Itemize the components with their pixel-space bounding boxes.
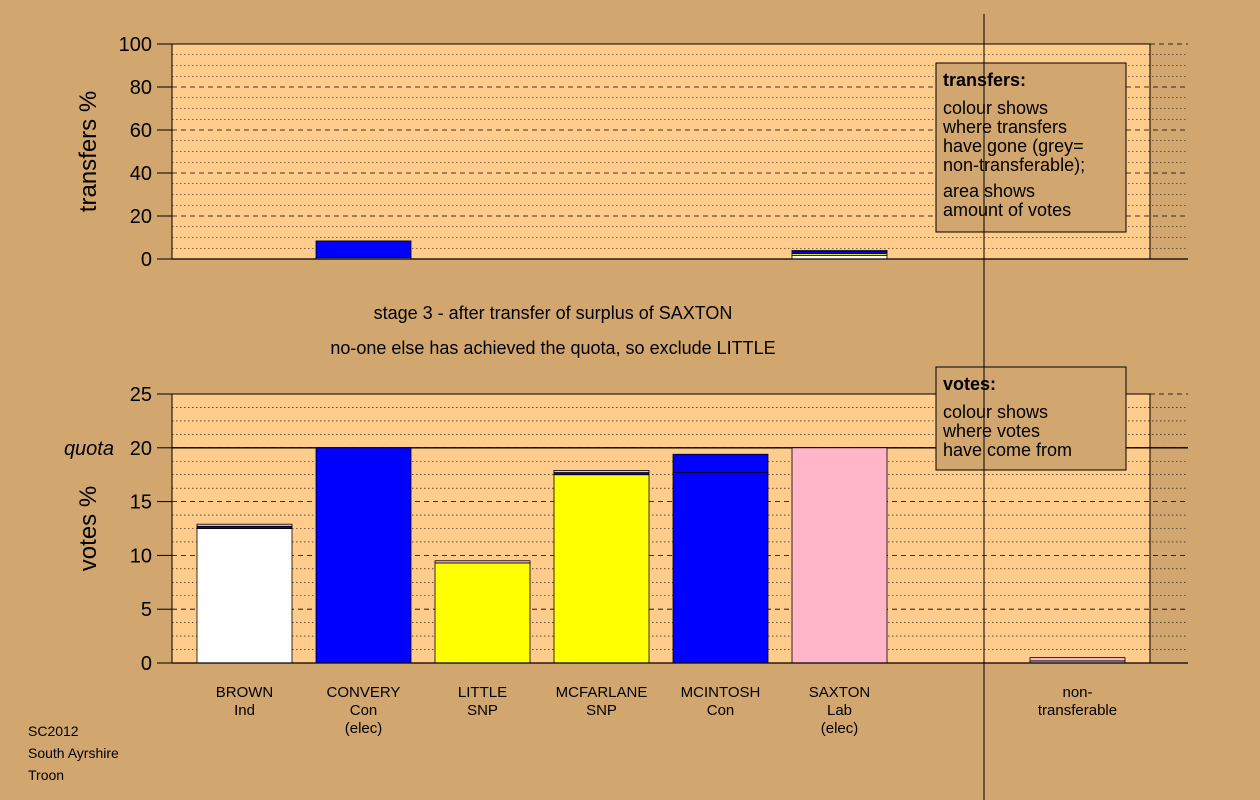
candidate-label-1-line-1: BROWN (216, 684, 274, 701)
votes-chart: 0 5 10 15 20 25 votes % quota votes: colour shows… (64, 366, 1188, 675)
votes-chart-bar-segment (196, 528, 293, 664)
votes-chart-bar-segment (434, 562, 531, 664)
votes-chart-bar-brown (196, 523, 293, 664)
candidate-label-2-line-3: (elec) (345, 720, 383, 737)
votes-chart-legend-line: colour shows (943, 402, 1048, 422)
votes-chart-bar-segment (553, 469, 650, 473)
transfers-chart-legend-line: amount of votes (943, 200, 1071, 220)
candidate-label-4-line-1: MCFARLANE (556, 684, 648, 701)
stage-line-2: no-one else has achieved the quota, so e… (330, 338, 775, 358)
transfers-chart-legend-line: area shows (943, 181, 1035, 201)
transfers-chart-y-tick-label: 40 (130, 163, 152, 185)
transfers-chart-y-axis-label: transfers % (75, 91, 102, 212)
votes-chart-legend-line: have come from (943, 440, 1072, 460)
votes-chart-bar-saxton (791, 447, 888, 664)
votes-chart-y-tick-label: 15 (130, 492, 152, 514)
footer: SC2012 South Ayrshire Troon (28, 720, 119, 786)
votes-chart-legend-box (935, 366, 1127, 471)
votes-chart-y-tick-label: 5 (141, 599, 152, 621)
transfers-chart-y-tick-label: 100 (119, 34, 152, 56)
votes-chart-legend-title: votes: (943, 374, 996, 394)
transfers-chart-bar-segment (791, 249, 888, 252)
candidate-label-7-line-1: non- (1062, 684, 1092, 701)
votes-chart-bar-little (434, 560, 531, 664)
votes-chart-bar-convery (315, 447, 412, 664)
stage-caption: stage 3 - after transfer of surplus of S… (330, 303, 775, 358)
footer-ward: Troon (28, 767, 65, 783)
votes-chart-bar-segment (553, 474, 650, 664)
transfers-chart-legend-line: colour shows (943, 98, 1048, 118)
stage-line-1: stage 3 - after transfer of surplus of S… (374, 303, 733, 323)
candidate-label-2-line-1: CONVERY (327, 684, 401, 701)
votes-chart-y-tick-label: 0 (141, 653, 152, 675)
transfers-chart-legend-line: where transfers (942, 117, 1067, 137)
votes-chart-legend-line: where votes (942, 421, 1040, 441)
transfers-chart-legend-line: have gone (grey= (943, 136, 1084, 156)
candidate-label-5-line-2: Con (707, 702, 735, 719)
votes-chart-bar-non-transferable (1029, 657, 1126, 664)
transfers-chart-y-tick-label: 80 (130, 77, 152, 99)
transfers-chart-bar-saxton (791, 249, 888, 260)
votes-chart-bar-segment (1029, 657, 1126, 662)
votes-chart-y-tick-label: 25 (130, 384, 152, 406)
votes-chart-bar-segment (672, 472, 769, 664)
transfers-chart-legend-line: non-transferable); (943, 155, 1085, 175)
votes-chart-y-axis-label: votes % (75, 486, 102, 571)
candidate-label-1-line-2: Ind (234, 702, 255, 719)
votes-chart-bar-mcfarlane (553, 469, 650, 664)
votes-chart-bar-segment (315, 447, 412, 664)
candidate-label-3-line-1: LITTLE (458, 684, 507, 701)
votes-chart-bar-segment (196, 523, 293, 527)
votes-chart-bar-mcintosh (672, 453, 769, 664)
votes-chart-y-tick-label: 20 (130, 438, 152, 460)
candidate-label-7-line-2: transferable (1038, 702, 1117, 719)
candidate-label-3-line-2: SNP (467, 702, 498, 719)
votes-chart-bar-segment (791, 447, 888, 664)
candidate-labels: BROWNIndCONVERYCon(elec)LITTLESNPMCFARLA… (216, 684, 1117, 737)
transfers-chart-y-tick-label: 0 (141, 249, 152, 271)
footer-council: South Ayrshire (28, 745, 119, 761)
transfers-chart-legend-title: transfers: (943, 70, 1026, 90)
candidate-label-2-line-2: Con (350, 702, 378, 719)
votes-chart-bar-segment (672, 453, 769, 473)
transfers-chart-bar-convery (315, 240, 412, 260)
quota-label: quota (64, 438, 114, 460)
transfers-chart: 0 20 40 60 80 100 transfers % transfers: colour … (75, 34, 1188, 271)
transfers-chart-y-tick-label: 20 (130, 206, 152, 228)
votes-chart-bar-segment (434, 560, 531, 564)
footer-election: SC2012 (28, 723, 79, 739)
transfers-chart-legend-box (935, 62, 1127, 233)
candidate-label-5-line-1: MCINTOSH (681, 684, 761, 701)
votes-chart-y-tick-label: 10 (130, 545, 152, 567)
transfers-chart-y-tick-label: 60 (130, 120, 152, 142)
candidate-label-6-line-3: (elec) (821, 720, 859, 737)
candidate-label-4-line-2: SNP (586, 702, 617, 719)
transfers-chart-bar-segment (315, 240, 412, 259)
candidate-label-6-line-2: Lab (827, 702, 852, 719)
candidate-label-6-line-1: SAXTON (809, 684, 870, 701)
